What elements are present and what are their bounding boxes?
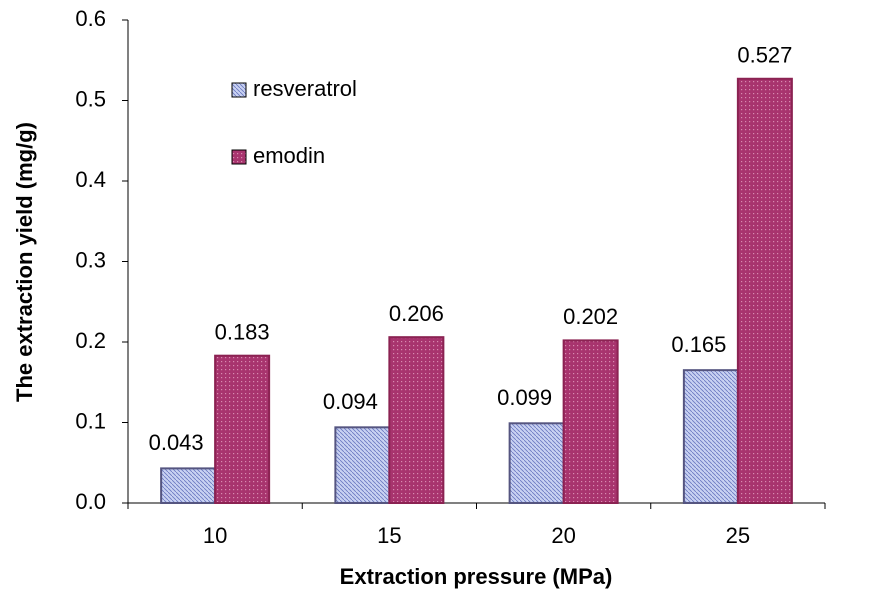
bar <box>160 467 217 505</box>
y-axis-title: The extraction yield (mg/g) <box>12 122 37 402</box>
x-tick-label: 25 <box>726 523 750 548</box>
x-tick-label: 10 <box>203 523 227 548</box>
data-label: 0.527 <box>737 43 792 68</box>
bar <box>562 339 619 505</box>
bar <box>508 422 565 504</box>
x-axis-title: Extraction pressure (MPa) <box>340 564 613 589</box>
bar <box>214 354 271 504</box>
data-label: 0.202 <box>563 304 618 329</box>
bar <box>736 77 793 504</box>
legend-swatch <box>231 82 247 98</box>
bar <box>388 336 445 505</box>
x-tick-label: 15 <box>377 523 401 548</box>
data-label: 0.183 <box>215 319 270 344</box>
y-tick-label: 0.3 <box>75 247 106 272</box>
bar <box>334 426 391 504</box>
legend-label: resveratrol <box>253 76 357 101</box>
y-tick-label: 0.6 <box>75 6 106 31</box>
legend-label: emodin <box>253 143 325 168</box>
legend-swatch <box>231 149 247 165</box>
data-label: 0.043 <box>149 430 204 455</box>
y-tick-label: 0.4 <box>75 167 106 192</box>
y-tick-label: 0.0 <box>75 489 106 514</box>
data-label: 0.094 <box>323 389 378 414</box>
x-tick-label: 20 <box>551 523 575 548</box>
y-tick-label: 0.1 <box>75 408 106 433</box>
bar <box>682 369 739 504</box>
data-label: 0.206 <box>389 301 444 326</box>
data-label: 0.099 <box>497 385 552 410</box>
data-label: 0.165 <box>671 332 726 357</box>
y-tick-label: 0.5 <box>75 86 106 111</box>
y-tick-label: 0.2 <box>75 328 106 353</box>
